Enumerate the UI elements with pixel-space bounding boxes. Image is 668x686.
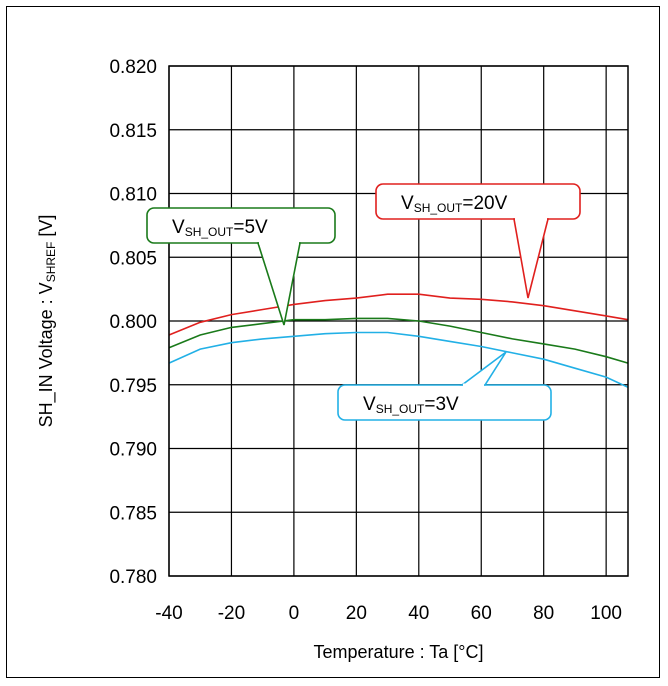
callout-label: VSH_OUT=20V — [401, 193, 508, 215]
grid-lines — [168, 65, 628, 577]
y-tick-label: 0.820 — [109, 57, 157, 78]
x-tick-label: 0 — [289, 603, 300, 624]
series-layer — [168, 293, 629, 389]
callout-label-rest: =5V — [233, 217, 268, 238]
x-axis-label: Temperature : Ta [°C] — [314, 642, 484, 662]
x-tick-label: 20 — [346, 603, 367, 624]
y-axis-label-sub: SHREF — [44, 242, 58, 283]
y-tick-label: 0.810 — [109, 185, 157, 206]
callout-bubble — [146, 207, 336, 244]
callout-label-rest: =3V — [424, 394, 459, 415]
callout-pointer — [513, 218, 550, 299]
plot-border — [168, 65, 629, 577]
callout-series-2: VSH_OUT=3V — [337, 351, 552, 421]
x-tick-label: 80 — [533, 603, 554, 624]
callout-bubble — [375, 183, 581, 220]
y-axis-label-suffix: [V] — [36, 215, 56, 242]
callout-label-v: V — [401, 193, 414, 214]
x-tick-label: 100 — [590, 603, 622, 624]
x-tick-labels: -40 -20 0 20 40 60 80 100 — [155, 603, 622, 624]
x-tick-label: -40 — [155, 603, 182, 624]
series-line-1 — [168, 317, 629, 364]
callout-series-1: VSH_OUT=5V — [146, 207, 336, 326]
series-line-2 — [168, 331, 629, 389]
callout-label-sub: SH_OUT — [414, 201, 463, 215]
x-tick-label: 40 — [408, 603, 429, 624]
y-axis-label: SH_IN Voltage : VSHREF [V] — [36, 215, 58, 428]
callout-bubble — [337, 384, 552, 421]
callout-label-sub: SH_OUT — [185, 225, 234, 239]
y-tick-label: 0.795 — [109, 376, 157, 397]
y-tick-label: 0.790 — [109, 440, 157, 461]
y-tick-labels: 0.780 0.785 0.790 0.795 0.800 0.805 0.810 0.815… — [109, 57, 157, 588]
series-line-0 — [168, 293, 629, 336]
callout-label-sub: SH_OUT — [376, 402, 425, 416]
callout-label: VSH_OUT=5V — [172, 217, 268, 239]
callout-label-rest: =20V — [462, 193, 507, 214]
callout-label-v: V — [172, 217, 185, 238]
x-tick-label: 60 — [471, 603, 492, 624]
x-tick-label: -20 — [218, 603, 245, 624]
chart-frame — [6, 6, 660, 678]
y-axis-label-prefix: SH_IN Voltage : V — [36, 282, 57, 427]
callout-label: VSH_OUT=3V — [363, 394, 459, 416]
callout-series-0: VSH_OUT=20V — [375, 183, 581, 299]
y-tick-label: 0.815 — [109, 121, 157, 142]
y-tick-label: 0.800 — [109, 312, 157, 333]
y-tick-label: 0.780 — [109, 567, 157, 588]
y-tick-label: 0.785 — [109, 503, 157, 524]
callout-pointer — [459, 351, 507, 386]
y-tick-label: 0.805 — [109, 248, 157, 269]
callout-label-v: V — [363, 394, 376, 415]
